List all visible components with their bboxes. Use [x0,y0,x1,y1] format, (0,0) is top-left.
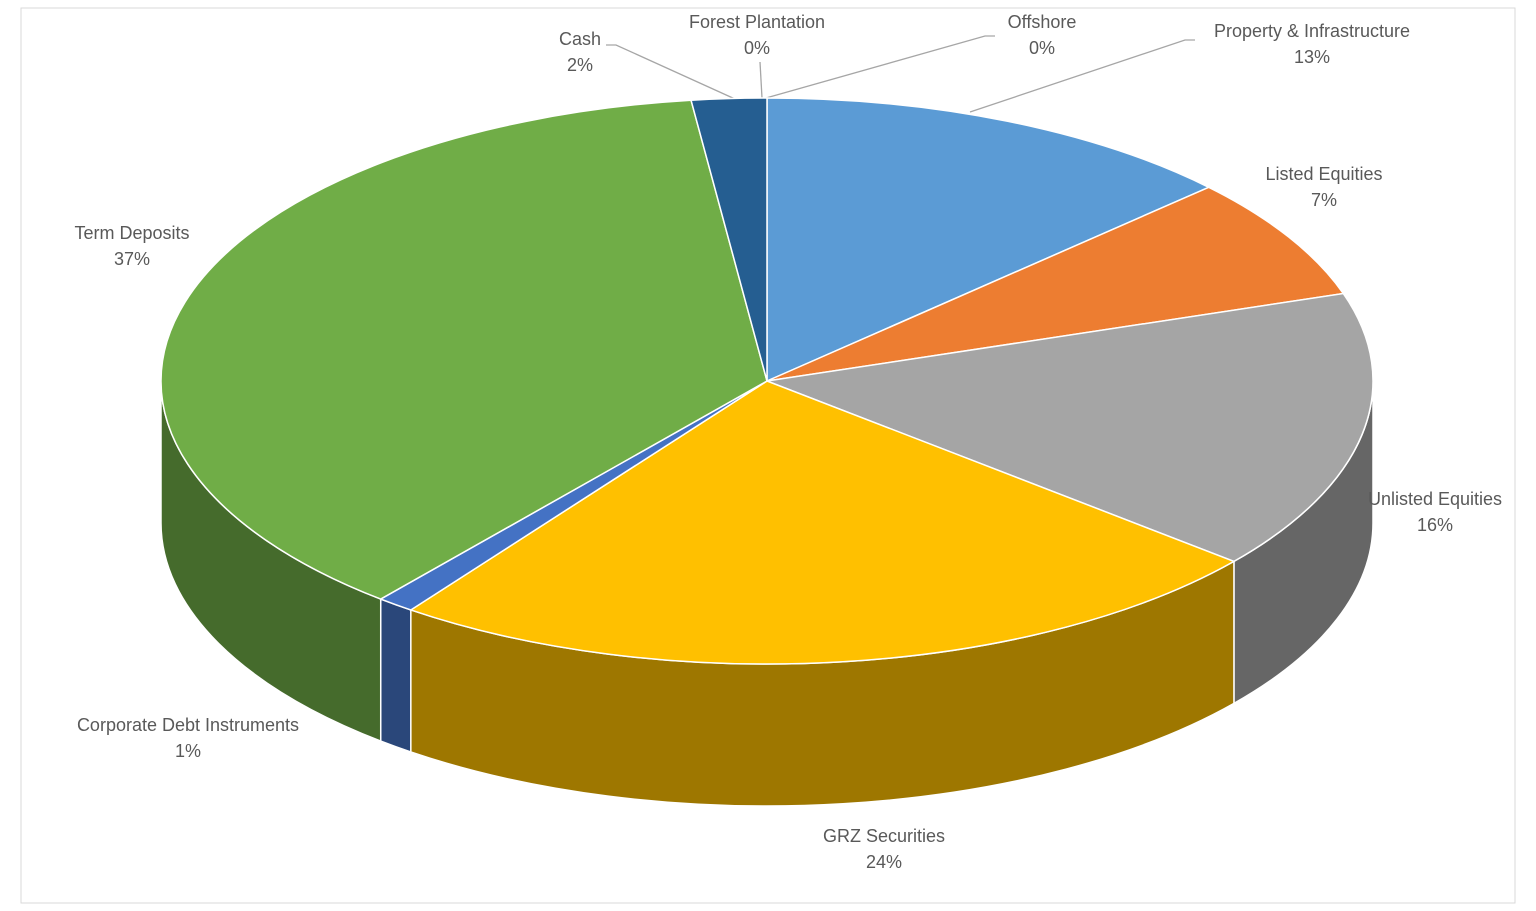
leader-lines [606,35,1195,113]
slice-label: Offshore [1008,12,1077,32]
slice-label: Unlisted Equities [1368,489,1502,509]
slice-value-label: 37% [114,249,150,269]
slice-label: Listed Equities [1265,164,1382,184]
slice-value-label: 13% [1294,47,1330,67]
leader-line [606,44,736,100]
pie-slice [766,186,1345,382]
slice-label: Property & Infrastructure [1214,21,1410,41]
slice-value-label: 16% [1417,515,1453,535]
slice-label: GRZ Securities [823,826,945,846]
slice-label: Cash [559,29,601,49]
slice-value-label: 0% [1029,38,1055,58]
pie-slice [690,97,768,382]
slice-label: Corporate Debt Instruments [77,715,299,735]
slice-value-label: 1% [175,741,201,761]
leader-line [759,61,763,99]
pie-slice [160,99,768,600]
slice-value-label: 24% [866,852,902,872]
slice-label: Forest Plantation [689,12,825,32]
slice-value-label: 7% [1311,190,1337,210]
leader-line [765,35,995,99]
leader-line [969,39,1195,113]
pie-side [379,597,412,753]
slice-value-label: 2% [567,55,593,75]
pie-slice [766,97,1211,383]
pie-slice [764,292,1374,563]
slice-value-label: 0% [744,38,770,58]
pie-slice [409,380,1236,665]
slice-label: Term Deposits [74,223,189,243]
